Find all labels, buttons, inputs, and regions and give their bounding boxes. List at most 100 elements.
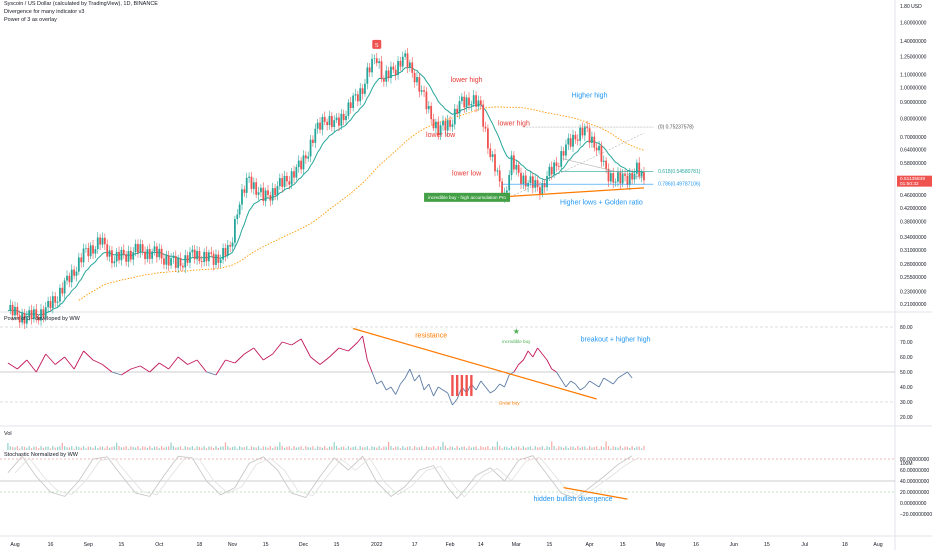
power3-line-segment bbox=[225, 359, 236, 364]
x-tick-label: 16 bbox=[48, 542, 54, 548]
power3-annotation: breakout + higher high bbox=[581, 336, 651, 343]
volume-bar bbox=[168, 446, 170, 450]
volume-bar bbox=[319, 446, 321, 450]
volume-bar bbox=[484, 447, 487, 450]
volume-bar bbox=[314, 448, 316, 450]
divergence-line bbox=[563, 487, 628, 500]
power3-line-segment bbox=[244, 347, 255, 355]
candle-body bbox=[276, 186, 279, 196]
higher-lows-trendline bbox=[504, 187, 644, 198]
candle-body bbox=[491, 154, 494, 157]
candle-body bbox=[92, 245, 94, 254]
power3-line-segment bbox=[319, 356, 330, 365]
power3-line-segment bbox=[206, 371, 217, 376]
candle-body bbox=[378, 61, 381, 64]
power3-annotation: resistance bbox=[415, 333, 447, 340]
volume-bar bbox=[392, 448, 394, 450]
volume-bar bbox=[414, 446, 416, 450]
candle-body bbox=[609, 173, 612, 182]
candle-body bbox=[541, 183, 544, 195]
volume-bar bbox=[104, 448, 106, 450]
volume-bar bbox=[425, 446, 428, 450]
candle-body bbox=[373, 58, 376, 59]
candle-body bbox=[179, 257, 182, 266]
x-tick-label: Oct bbox=[155, 542, 164, 548]
volume-bar bbox=[312, 446, 314, 450]
candle-body bbox=[115, 251, 118, 262]
candle-body bbox=[137, 243, 139, 253]
candle-body bbox=[361, 88, 364, 94]
candle-body bbox=[77, 257, 80, 272]
price-tick-label: 0.90000000 bbox=[900, 100, 927, 106]
volume-bar bbox=[492, 446, 494, 450]
candle-body bbox=[432, 119, 435, 129]
power3-line-segment bbox=[546, 359, 553, 370]
x-tick-label: 2022 bbox=[371, 542, 383, 548]
volume-bar bbox=[541, 446, 543, 450]
candle-body bbox=[189, 252, 191, 263]
x-tick-label: 15 bbox=[620, 542, 626, 548]
candle-body bbox=[465, 97, 468, 108]
volume-bar bbox=[600, 446, 602, 450]
power3-line-segment bbox=[442, 389, 448, 394]
power3-line-segment bbox=[177, 356, 188, 365]
candle-body bbox=[309, 139, 312, 157]
candle-body bbox=[49, 301, 52, 309]
candle-body bbox=[390, 66, 392, 79]
power3-tick-label: 70.00 bbox=[900, 340, 913, 346]
volume-bar bbox=[146, 447, 149, 450]
candle-body bbox=[314, 128, 317, 143]
candle-body bbox=[172, 255, 175, 259]
power3-line-segment bbox=[253, 347, 264, 361]
candle-body bbox=[165, 255, 168, 265]
candle-body bbox=[513, 155, 515, 170]
resistance-trendline bbox=[352, 327, 597, 400]
price-tick-label: 0.23000000 bbox=[900, 289, 927, 295]
candle-body bbox=[215, 254, 217, 265]
candle-body bbox=[51, 296, 54, 309]
x-tick-label: Feb bbox=[446, 542, 455, 548]
volume-bar bbox=[629, 448, 631, 450]
volume-bar bbox=[298, 447, 300, 450]
candle-body bbox=[602, 160, 605, 162]
x-tick-label: Sep bbox=[84, 542, 93, 548]
great-buy-bar bbox=[470, 375, 473, 396]
volume-bar bbox=[52, 446, 54, 450]
candle-body bbox=[354, 94, 357, 96]
candle-body bbox=[583, 126, 586, 136]
candle-body bbox=[553, 162, 556, 175]
candle-body bbox=[252, 182, 255, 189]
volume-bar bbox=[85, 448, 87, 450]
candle-body bbox=[316, 122, 319, 129]
power3-line-segment bbox=[329, 347, 340, 358]
volume-bar bbox=[68, 447, 70, 450]
power3-line-segment bbox=[64, 356, 75, 370]
volume-bar bbox=[161, 446, 163, 450]
volume-bar bbox=[437, 446, 439, 450]
candle-body bbox=[18, 315, 21, 323]
volume-bar bbox=[451, 446, 454, 450]
power3-line-segment bbox=[418, 374, 425, 391]
price-tick-label: 1.80 USD bbox=[900, 4, 922, 10]
power3-line-segment bbox=[627, 371, 633, 379]
volume-bar bbox=[165, 446, 167, 450]
volume-bar bbox=[596, 446, 598, 450]
candle-body bbox=[281, 178, 284, 187]
candle-body bbox=[531, 176, 534, 188]
power3-line-segment bbox=[527, 350, 534, 358]
sell-signal-marker bbox=[372, 39, 382, 49]
volume-bar bbox=[61, 442, 63, 450]
chart-annotation: lower high bbox=[451, 77, 483, 84]
volume-bar bbox=[257, 446, 260, 450]
volume-bar bbox=[546, 446, 548, 450]
candle-body bbox=[543, 183, 546, 188]
volume-bar bbox=[354, 446, 357, 450]
volume-bar bbox=[184, 446, 186, 450]
callout-box bbox=[424, 192, 511, 202]
volume-bar bbox=[291, 448, 293, 450]
volume-bar bbox=[466, 448, 468, 450]
volume-bar bbox=[30, 448, 33, 450]
power3-tick-label: 30.00 bbox=[900, 400, 913, 406]
power3-line-segment bbox=[272, 341, 283, 355]
